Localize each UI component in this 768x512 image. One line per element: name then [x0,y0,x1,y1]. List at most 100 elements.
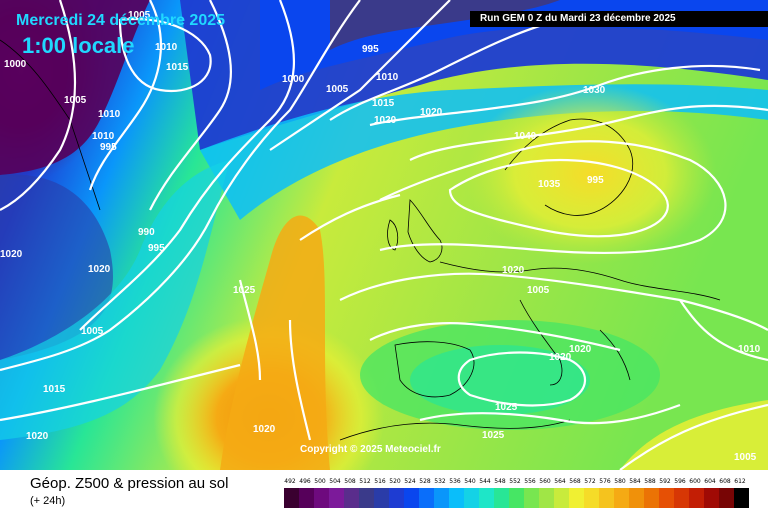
isobar-label: 995 [587,175,604,186]
scale-tick-label: 600 [689,478,701,485]
z500-med-core [410,345,590,415]
copyright-notice: Copyright © 2025 Meteociel.fr [300,444,441,455]
isobar-label: 1025 [495,402,518,413]
scale-swatch [599,488,614,508]
color-scale-legend: 492 496 500 504 508 512 516 520 524 528 532 536 540 5… [284,478,752,510]
scale-swatch [674,488,689,508]
isobar-label: 1010 [98,109,121,120]
scale-tick-label: 580 [614,478,626,485]
scale-swatch [629,488,644,508]
scale-swatch [614,488,629,508]
isobar-label: 1020 [420,107,443,118]
scale-tick-label: 512 [359,478,371,485]
scale-swatch [719,488,734,508]
scale-swatch [389,488,404,508]
scale-swatch [509,488,524,508]
scale-swatch [449,488,464,508]
scale-tick-label: 568 [569,478,581,485]
forecast-date: Mercredi 24 décembre 2025 [16,12,226,29]
scale-swatch [569,488,584,508]
isobar-label: 995 [100,142,117,153]
isobar-label: 1000 [4,59,27,70]
scale-tick-label: 520 [389,478,401,485]
isobar-label: 1040 [514,131,537,142]
scale-swatch [554,488,569,508]
scale-swatch [419,488,434,508]
isobar-label: 1015 [43,384,66,395]
scale-swatch [344,488,359,508]
scale-tick-label: 508 [344,478,356,485]
scale-swatch [434,488,449,508]
scale-tick-label: 516 [374,478,386,485]
scale-swatch [524,488,539,508]
isobar-label: 1025 [233,285,256,296]
z500-low-band [0,174,113,360]
isobar-label: 995 [362,44,379,55]
scale-swatch [374,488,389,508]
scale-tick-label: 528 [419,478,431,485]
scale-tick-label: 536 [449,478,461,485]
isobar-label: 1020 [26,431,49,442]
isobar-label: 1020 [374,115,397,126]
scale-tick-label: 540 [464,478,476,485]
scale-tick-label: 524 [404,478,416,485]
scale-tick-label: 604 [704,478,716,485]
scale-swatch [359,488,374,508]
product-title: Géop. Z500 & pression au sol [30,475,229,492]
isobar-label: 1020 [502,265,525,276]
isobar-label: 1020 [0,249,23,260]
scale-swatch [659,488,674,508]
scale-tick-label: 572 [584,478,596,485]
weather-map: 1005 1010 1015 1000 1005 1010 1010 995 9… [0,0,768,470]
scale-swatch [464,488,479,508]
map-footer: Géop. Z500 & pression au sol (+ 24h) 492… [0,470,768,512]
isobar-label: 1020 [88,264,111,275]
isobars [0,0,768,470]
scale-tick-label: 532 [434,478,446,485]
isobar-label: 1020 [569,344,592,355]
isobar-label: 1015 [372,98,395,109]
scale-tick-label: 544 [479,478,491,485]
scale-swatch [494,488,509,508]
scale-tick-label: 596 [674,478,686,485]
isobar-label: 1005 [128,10,151,21]
scale-tick-label: 496 [299,478,311,485]
scale-tick-label: 492 [284,478,296,485]
isobar-labels: 1005 1010 1015 1000 1005 1010 1010 995 9… [0,10,761,463]
z500-se-band [620,400,768,470]
isobar-label: 1010 [92,131,115,142]
isobar-label: 1005 [81,326,104,337]
scale-swatch [479,488,494,508]
scale-swatch [584,488,599,508]
scale-tick-label: 576 [599,478,611,485]
isobar-label: 1005 [326,84,349,95]
isobar-label: 995 [148,243,165,254]
scale-tick-label: 592 [659,478,671,485]
scale-tick-label: 504 [329,478,341,485]
forecast-time: 1:00 locale [22,33,135,58]
scale-swatch [644,488,659,508]
isobar-label: 1015 [166,62,189,73]
z500-high [330,60,750,360]
scale-swatch [704,488,719,508]
scale-tick-label: 584 [629,478,641,485]
scale-tick-label: 588 [644,478,656,485]
scale-swatch [689,488,704,508]
isobar-label: 1000 [282,74,305,85]
isobar-label: 1020 [549,352,572,363]
scale-tick-label: 608 [719,478,731,485]
pressure-map-canvas: 1005 1010 1015 1000 1005 1010 1010 995 9… [0,0,768,470]
isobar-label: 1010 [738,344,761,355]
isobar-label: 1010 [376,72,399,83]
scale-swatch [299,488,314,508]
scale-swatch [284,488,299,508]
scale-swatch [329,488,344,508]
isobar-label: 1020 [253,424,276,435]
isobar-label: 1010 [155,42,178,53]
isobar-label: 990 [138,227,155,238]
isobar-label: 1035 [538,179,561,190]
isobar-label: 1005 [527,285,550,296]
scale-tick-label: 560 [539,478,551,485]
isobar-label: 1005 [64,95,87,106]
model-run-label: Run GEM 0 Z du Mardi 23 décembre 2025 [470,11,768,27]
